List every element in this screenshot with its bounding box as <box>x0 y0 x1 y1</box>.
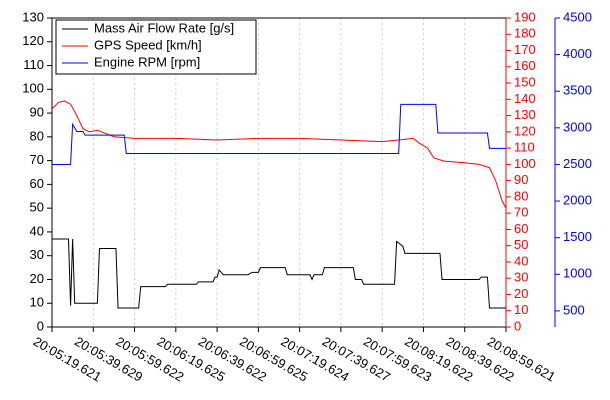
legend-label: Mass Air Flow Rate [g/s] <box>94 20 234 35</box>
y-tick-label: 70 <box>30 152 44 167</box>
y2-tick-label: 160 <box>514 58 536 73</box>
y2-tick-label: 60 <box>514 221 528 236</box>
y2-tick-label: 100 <box>514 156 536 171</box>
y2-tick-label: 130 <box>514 107 536 122</box>
y2-tick-label: 140 <box>514 91 536 106</box>
y3-tick-label: 1000 <box>563 266 592 281</box>
y-tick-label: 10 <box>30 295 44 310</box>
legend-box <box>55 19 257 75</box>
series-line <box>51 100 507 209</box>
y3-tick-label: 2000 <box>563 192 592 207</box>
y2-tick-label: 70 <box>514 205 528 220</box>
y2-tick-label: 0 <box>514 318 521 333</box>
y2-tick-label: 90 <box>514 172 528 187</box>
y2-tick-label: 80 <box>514 188 528 203</box>
series-line <box>52 103 506 165</box>
y2-tick-label: 40 <box>514 253 528 268</box>
y3-tick-label: 4500 <box>563 9 592 24</box>
y-tick-label: 80 <box>30 128 44 143</box>
y2-tick-label: 30 <box>514 270 528 285</box>
y-tick-label: 40 <box>30 223 44 238</box>
y2-tick-label: 120 <box>514 123 536 138</box>
y-tick-label: 20 <box>30 271 44 286</box>
y2-tick-label: 190 <box>514 9 536 24</box>
y-tick-label: 100 <box>22 81 44 96</box>
y3-tick-label: 1500 <box>563 229 592 244</box>
y2-tick-label: 180 <box>514 26 536 41</box>
y-tick-label: 130 <box>22 9 44 24</box>
y-tick-label: 30 <box>30 247 44 262</box>
y-tick-label: 50 <box>30 200 44 215</box>
y3-tick-label: 3000 <box>563 119 592 134</box>
y2-tick-label: 10 <box>514 302 528 317</box>
y-tick-label: 60 <box>30 176 44 191</box>
y3-tick-label: 500 <box>563 302 585 317</box>
legend: Mass Air Flow Rate [g/s] GPS Speed [km/h]… <box>55 19 257 75</box>
legend-label: Engine RPM [rpm] <box>94 54 200 69</box>
y2-tick-label: 150 <box>514 74 536 89</box>
y3-tick-label: 2500 <box>563 156 592 171</box>
legend-label: GPS Speed [km/h] <box>94 37 202 52</box>
y-tick-label: 90 <box>30 105 44 120</box>
y2-tick-label: 20 <box>514 286 528 301</box>
y-tick-label: 0 <box>37 318 44 333</box>
series-line <box>52 238 506 309</box>
y3-tick-label: 3500 <box>563 83 592 98</box>
y-tick-label: 120 <box>22 33 44 48</box>
y2-tick-label: 110 <box>514 140 535 155</box>
y3-tick-label: 4000 <box>563 46 592 61</box>
y-tick-label: 110 <box>23 57 44 72</box>
y2-tick-label: 50 <box>514 237 528 252</box>
y2-tick-label: 170 <box>514 42 536 57</box>
